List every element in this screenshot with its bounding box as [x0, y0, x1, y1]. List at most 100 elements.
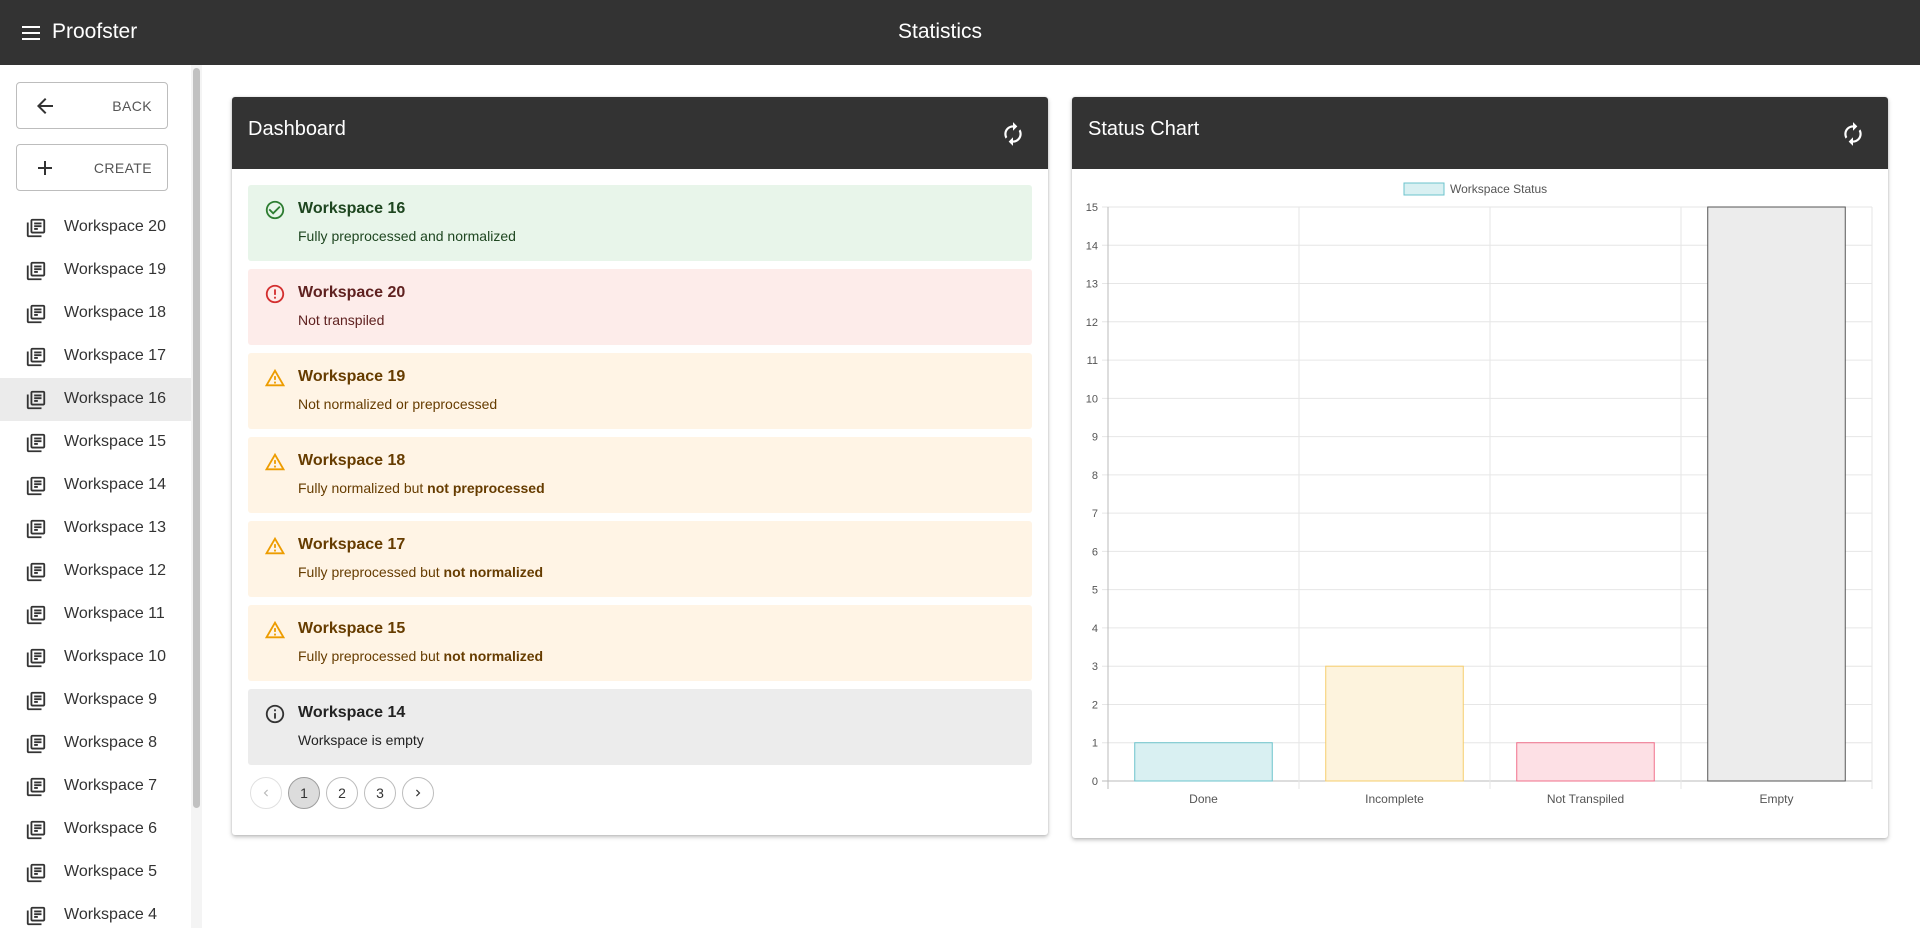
- workspace-list: Workspace 20 Workspace 19 Workspace 18 Work…: [0, 206, 191, 928]
- sidebar-item-workspace[interactable]: Workspace 18: [0, 292, 191, 335]
- sidebar-item-workspace[interactable]: Workspace 9: [0, 679, 191, 722]
- sidebar-item-workspace[interactable]: Workspace 19: [0, 249, 191, 292]
- alert-title: Workspace 17: [298, 536, 406, 553]
- dashboard-header: Dashboard: [232, 97, 1048, 169]
- sidebar-item-workspace[interactable]: Workspace 8: [0, 722, 191, 765]
- warning-icon: [264, 620, 286, 639]
- alert-message: Not normalized or preprocessed: [298, 396, 497, 412]
- alert-title: Workspace 20: [298, 284, 406, 301]
- sidebar-item-label: Workspace 7: [64, 777, 158, 794]
- back-button[interactable]: BACK: [16, 82, 168, 129]
- document-list-icon: [26, 562, 46, 582]
- y-tick-label: 14: [1086, 240, 1098, 252]
- x-tick-label: Empty: [1759, 792, 1793, 806]
- sidebar-item-workspace[interactable]: Workspace 13: [0, 507, 191, 550]
- app-bar: Proofster Statistics: [0, 0, 1920, 65]
- y-tick-label: 10: [1086, 393, 1098, 405]
- document-list-icon: [26, 433, 46, 453]
- chevron-right-icon: [416, 789, 421, 797]
- sidebar-item-label: Workspace 6: [64, 820, 158, 837]
- alert-message: Workspace is empty: [298, 732, 424, 748]
- sidebar-item-workspace[interactable]: Workspace 5: [0, 851, 191, 894]
- sidebar-item-workspace[interactable]: Workspace 14: [0, 464, 191, 507]
- alert-message: Not transpiled: [298, 312, 384, 328]
- document-list-icon: [26, 820, 46, 840]
- back-label: BACK: [112, 98, 152, 114]
- sidebar: BACK CREATE Workspace 20 Workspace 19 Work…: [0, 65, 200, 928]
- alert-title: Workspace 18: [298, 452, 406, 469]
- sidebar-item-workspace[interactable]: Workspace 6: [0, 808, 191, 851]
- alert-message: Fully preprocessed but not normalized: [298, 564, 543, 580]
- sidebar-item-label: Workspace 9: [64, 691, 158, 708]
- status-alert-warning: Workspace 19 Not normalized or preprocess…: [248, 353, 1032, 429]
- sidebar-item-workspace[interactable]: Workspace 12: [0, 550, 191, 593]
- bar-empty: [1707, 206, 1846, 782]
- alert-message: Fully normalized but not preprocessed: [298, 480, 545, 496]
- arrow-left-icon: [37, 98, 53, 114]
- y-tick-label: 2: [1092, 699, 1098, 711]
- sidebar-item-workspace[interactable]: Workspace 10: [0, 636, 191, 679]
- sidebar-item-label: Workspace 15: [64, 433, 166, 450]
- status-chart-title: Status Chart: [1088, 118, 1200, 140]
- y-tick-label: 7: [1092, 508, 1098, 520]
- warning-icon: [264, 536, 286, 555]
- alert-message-text: Fully preprocessed but: [298, 564, 444, 580]
- plus-icon: [38, 161, 52, 175]
- next-page-button[interactable]: [402, 777, 434, 809]
- refresh-icon[interactable]: [1000, 121, 1026, 147]
- dashboard-title: Dashboard: [248, 118, 346, 140]
- y-tick-label: 0: [1092, 776, 1098, 788]
- alert-message-text: Not normalized or preprocessed: [298, 396, 498, 412]
- refresh-icon[interactable]: [1840, 121, 1866, 147]
- sidebar-item-workspace[interactable]: Workspace 7: [0, 765, 191, 808]
- warning-icon: [264, 368, 286, 387]
- y-tick-label: 9: [1092, 432, 1098, 444]
- alert-message-emphasis: not normalized: [443, 648, 544, 664]
- y-tick-label: 11: [1087, 355, 1098, 367]
- sidebar-item-label: Workspace 18: [64, 304, 166, 321]
- sidebar-item-workspace[interactable]: Workspace 4: [0, 894, 191, 928]
- x-tick-label: Done: [1189, 792, 1218, 806]
- y-tick-label: 3: [1092, 661, 1098, 673]
- page-button-1[interactable]: 1: [288, 777, 320, 809]
- sidebar-scrollbar-thumb[interactable]: [193, 68, 200, 808]
- alert-message-text: Fully normalized but: [298, 480, 428, 496]
- info-icon: [265, 704, 285, 724]
- y-tick-label: 5: [1092, 585, 1098, 597]
- document-list-icon: [26, 906, 46, 926]
- alert-title: Workspace 14: [298, 704, 406, 721]
- page-button-3[interactable]: 3: [364, 777, 396, 809]
- status-chart-card: Status Chart 0 1 2 3 4 5 6 7 8 9 10 11 12 13 14 15 Done I…: [1072, 97, 1888, 838]
- check-circle-icon: [265, 200, 285, 220]
- sidebar-item-label: Workspace 16: [64, 390, 166, 407]
- create-button[interactable]: CREATE: [16, 144, 168, 191]
- y-tick-label: 4: [1092, 623, 1098, 635]
- document-list-icon: [26, 261, 46, 281]
- sidebar-item-label: Workspace 12: [64, 562, 166, 579]
- sidebar-item-workspace[interactable]: Workspace 11: [0, 593, 191, 636]
- y-tick-label: 1: [1092, 738, 1098, 750]
- page-button-2[interactable]: 2: [326, 777, 358, 809]
- document-list-icon: [26, 648, 46, 668]
- alert-title: Workspace 19: [298, 368, 406, 385]
- sidebar-item-workspace[interactable]: Workspace 20: [0, 206, 191, 249]
- sidebar-item-label: Workspace 17: [64, 347, 166, 364]
- document-list-icon: [26, 476, 46, 496]
- menu-icon[interactable]: [16, 19, 46, 47]
- prev-page-button[interactable]: [250, 777, 282, 809]
- y-tick-label: 8: [1092, 470, 1098, 482]
- sidebar-item-workspace[interactable]: Workspace 16: [0, 378, 191, 421]
- alert-message-text: Workspace is empty: [298, 732, 424, 748]
- sidebar-item-workspace[interactable]: Workspace 17: [0, 335, 191, 378]
- alert-message-emphasis: not normalized: [443, 564, 544, 580]
- sidebar-item-label: Workspace 19: [64, 261, 166, 278]
- warning-icon: [264, 452, 286, 471]
- document-list-icon: [26, 390, 46, 410]
- document-list-icon: [26, 218, 46, 238]
- status-chart-header: Status Chart: [1072, 97, 1888, 169]
- sidebar-item-workspace[interactable]: Workspace 15: [0, 421, 191, 464]
- alert-message: Fully preprocessed but not normalized: [298, 648, 543, 664]
- document-list-icon: [26, 863, 46, 883]
- y-tick-label: 13: [1086, 279, 1098, 291]
- y-tick-label: 6: [1092, 546, 1098, 558]
